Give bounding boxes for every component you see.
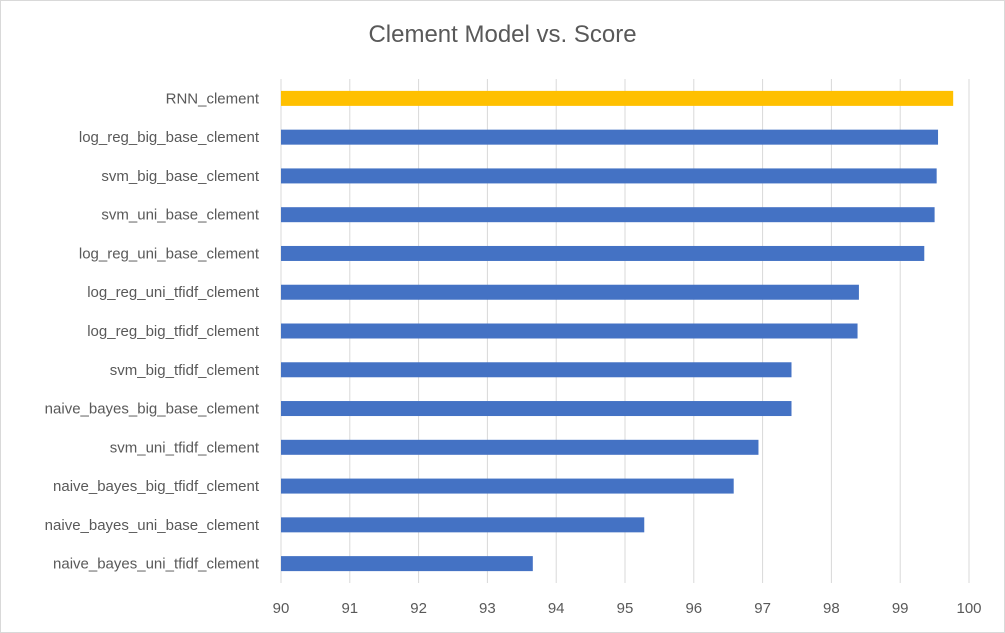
bar-naive_bayes_uni_base_clement [281, 517, 645, 533]
bar-naive_bayes_big_base_clement [281, 401, 792, 417]
bar-naive_bayes_uni_tfidf_clement [281, 556, 533, 572]
category-label: naive_bayes_uni_base_clement [45, 517, 260, 534]
category-label: svm_big_tfidf_clement [110, 362, 260, 379]
bar-log_reg_big_base_clement [281, 129, 939, 145]
category-labels: RNN_clement log_reg_big_base_clement svm_b… [45, 90, 260, 572]
category-label: naive_bayes_big_tfidf_clement [53, 478, 260, 495]
bars [281, 90, 954, 572]
x-tick-labels: 90 91 92 93 94 95 96 97 98 99 100 [273, 600, 982, 617]
category-label: RNN_clement [166, 90, 260, 107]
category-label: svm_big_base_clement [101, 168, 259, 185]
bar-svm_uni_base_clement [281, 207, 935, 223]
x-tick-label: 100 [956, 600, 981, 617]
x-tick-label: 92 [410, 600, 427, 617]
x-tick-label: 99 [892, 600, 909, 617]
category-label: log_reg_big_base_clement [79, 129, 260, 146]
x-tick-label: 98 [823, 600, 840, 617]
category-label: log_reg_uni_tfidf_clement [87, 284, 260, 301]
x-tick-label: 91 [341, 600, 358, 617]
x-tick-label: 90 [273, 600, 290, 617]
bar-log_reg_big_tfidf_clement [281, 323, 858, 339]
x-tick-label: 94 [548, 600, 565, 617]
bar-svm_big_tfidf_clement [281, 362, 792, 378]
category-label: log_reg_big_tfidf_clement [87, 323, 260, 340]
category-label: svm_uni_tfidf_clement [110, 439, 260, 456]
bar-svm_big_base_clement [281, 168, 937, 184]
bar-RNN_clement [281, 90, 954, 106]
bar-log_reg_uni_base_clement [281, 245, 925, 261]
x-tick-label: 97 [754, 600, 771, 617]
category-label: naive_bayes_big_base_clement [45, 401, 260, 418]
bar-naive_bayes_big_tfidf_clement [281, 478, 734, 494]
category-label: naive_bayes_uni_tfidf_clement [53, 556, 260, 573]
x-tick-label: 95 [617, 600, 634, 617]
x-tick-label: 96 [685, 600, 702, 617]
category-label: log_reg_uni_base_clement [79, 245, 260, 262]
bar-log_reg_uni_tfidf_clement [281, 284, 859, 300]
x-tick-label: 93 [479, 600, 496, 617]
chart-title: Clement Model vs. Score [368, 21, 637, 48]
bar-svm_uni_tfidf_clement [281, 439, 759, 455]
category-label: svm_uni_base_clement [101, 207, 259, 224]
